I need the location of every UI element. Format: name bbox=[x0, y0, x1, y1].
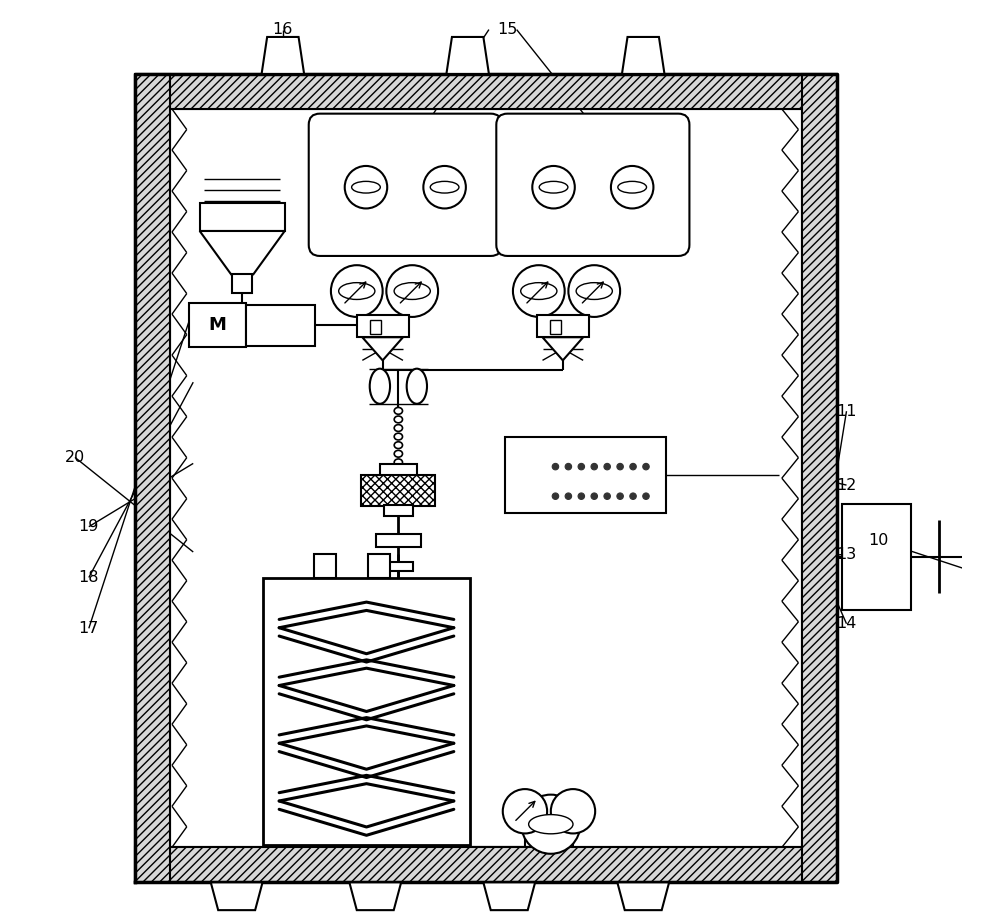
Ellipse shape bbox=[394, 442, 403, 448]
Circle shape bbox=[552, 493, 559, 499]
Text: 16: 16 bbox=[273, 22, 293, 37]
Text: 18: 18 bbox=[79, 570, 99, 585]
Ellipse shape bbox=[394, 459, 403, 466]
Bar bbox=[135, 74, 837, 109]
Ellipse shape bbox=[430, 181, 459, 193]
Bar bbox=[368, 554, 390, 578]
Text: 15: 15 bbox=[497, 22, 518, 37]
Bar bbox=[384, 505, 413, 516]
Bar bbox=[505, 437, 666, 513]
Circle shape bbox=[578, 493, 585, 499]
Circle shape bbox=[617, 493, 623, 499]
Circle shape bbox=[386, 265, 438, 317]
Ellipse shape bbox=[394, 425, 403, 432]
Bar bbox=[384, 562, 413, 571]
Circle shape bbox=[513, 265, 565, 317]
Bar bbox=[189, 303, 246, 347]
Ellipse shape bbox=[539, 181, 568, 193]
Text: 11: 11 bbox=[836, 404, 857, 419]
Polygon shape bbox=[200, 231, 285, 274]
Circle shape bbox=[565, 493, 572, 499]
Circle shape bbox=[611, 166, 653, 209]
Text: 12: 12 bbox=[836, 478, 857, 492]
Circle shape bbox=[552, 463, 559, 469]
Ellipse shape bbox=[576, 283, 612, 299]
Circle shape bbox=[345, 166, 387, 209]
Polygon shape bbox=[211, 882, 263, 910]
Ellipse shape bbox=[521, 283, 557, 299]
FancyBboxPatch shape bbox=[309, 114, 502, 256]
Bar bbox=[135, 74, 170, 882]
Ellipse shape bbox=[407, 369, 427, 404]
Text: 19: 19 bbox=[79, 519, 99, 534]
Circle shape bbox=[591, 493, 597, 499]
Circle shape bbox=[630, 463, 636, 469]
Circle shape bbox=[565, 463, 572, 469]
Circle shape bbox=[630, 493, 636, 499]
Text: 10: 10 bbox=[869, 533, 889, 548]
Ellipse shape bbox=[394, 450, 403, 457]
Ellipse shape bbox=[352, 181, 380, 193]
Ellipse shape bbox=[529, 815, 573, 833]
Circle shape bbox=[604, 463, 610, 469]
Text: M: M bbox=[208, 316, 226, 334]
Text: 17: 17 bbox=[79, 621, 99, 636]
Bar bbox=[314, 554, 336, 578]
Circle shape bbox=[578, 463, 585, 469]
Bar bbox=[842, 504, 911, 610]
Circle shape bbox=[503, 789, 547, 833]
Ellipse shape bbox=[339, 283, 375, 299]
Ellipse shape bbox=[370, 369, 390, 404]
Polygon shape bbox=[362, 337, 403, 360]
Bar bbox=[200, 203, 285, 231]
Circle shape bbox=[532, 166, 575, 209]
Circle shape bbox=[591, 463, 597, 469]
Bar bbox=[380, 464, 417, 477]
Polygon shape bbox=[622, 37, 664, 74]
Bar bbox=[802, 74, 837, 882]
Circle shape bbox=[568, 265, 620, 317]
Ellipse shape bbox=[394, 416, 403, 423]
Ellipse shape bbox=[394, 283, 430, 299]
Bar bbox=[263, 578, 470, 845]
Bar bbox=[361, 475, 435, 506]
Bar bbox=[232, 274, 252, 293]
Text: 13: 13 bbox=[836, 547, 857, 562]
Polygon shape bbox=[446, 37, 489, 74]
Circle shape bbox=[643, 493, 649, 499]
Bar bbox=[967, 517, 992, 596]
Ellipse shape bbox=[618, 181, 647, 193]
Circle shape bbox=[521, 795, 580, 854]
Polygon shape bbox=[483, 882, 535, 910]
Circle shape bbox=[331, 265, 383, 317]
Ellipse shape bbox=[394, 433, 403, 440]
Circle shape bbox=[604, 493, 610, 499]
Bar bbox=[135, 847, 837, 882]
Text: 14: 14 bbox=[836, 616, 857, 631]
Text: 20: 20 bbox=[65, 450, 85, 465]
Polygon shape bbox=[262, 37, 304, 74]
FancyBboxPatch shape bbox=[496, 114, 689, 256]
Polygon shape bbox=[617, 882, 669, 910]
Bar bbox=[357, 315, 409, 337]
Bar bbox=[170, 109, 802, 847]
Circle shape bbox=[423, 166, 466, 209]
Bar bbox=[537, 315, 589, 337]
Bar bbox=[370, 320, 381, 334]
Polygon shape bbox=[349, 882, 401, 910]
Bar bbox=[376, 534, 421, 547]
Circle shape bbox=[551, 789, 595, 833]
Bar bbox=[550, 320, 561, 334]
Bar bbox=[246, 305, 315, 346]
Circle shape bbox=[617, 463, 623, 469]
Polygon shape bbox=[543, 337, 583, 360]
Circle shape bbox=[643, 463, 649, 469]
Ellipse shape bbox=[394, 407, 403, 414]
